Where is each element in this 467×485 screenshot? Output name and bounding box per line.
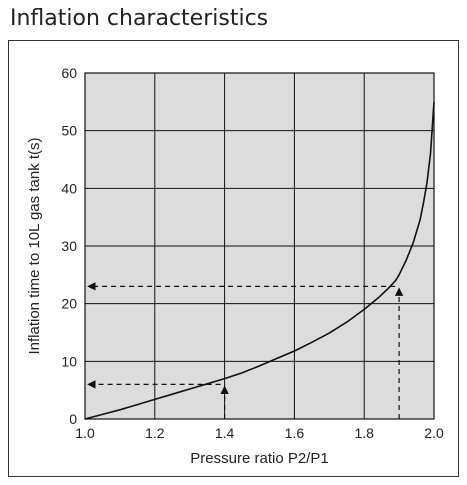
x-tick-label: 2.0 [424,425,444,441]
y-tick-label: 30 [61,238,77,254]
y-tick-label: 10 [61,353,77,369]
y-tick-label: 50 [61,123,77,139]
chart-frame: 1.0 1.2 1.4 1.6 1.8 2.0 0 10 20 30 40 50 60 Pressure … [8,40,459,477]
x-tick-label: 1.8 [354,425,374,441]
y-tick-label: 40 [61,180,77,196]
x-tick-label: 1.6 [285,425,305,441]
x-tick-label: 1.0 [75,425,95,441]
y-tick-label: 60 [61,65,77,81]
y-tick-label: 0 [69,411,77,427]
x-tick-label: 1.4 [215,425,235,441]
y-tick-label: 20 [61,296,77,312]
y-axis-label: Inflation time to 10L gas tank t(s) [26,137,43,354]
page-title: Inflation characteristics [10,6,269,31]
inflation-curve [84,101,435,420]
x-tick-label: 1.2 [145,425,165,441]
x-axis-label: Pressure ratio P2/P1 [190,450,328,467]
inflation-chart: 1.0 1.2 1.4 1.6 1.8 2.0 0 10 20 30 40 50 60 Pressure … [26,65,444,467]
plot-border [84,72,435,420]
